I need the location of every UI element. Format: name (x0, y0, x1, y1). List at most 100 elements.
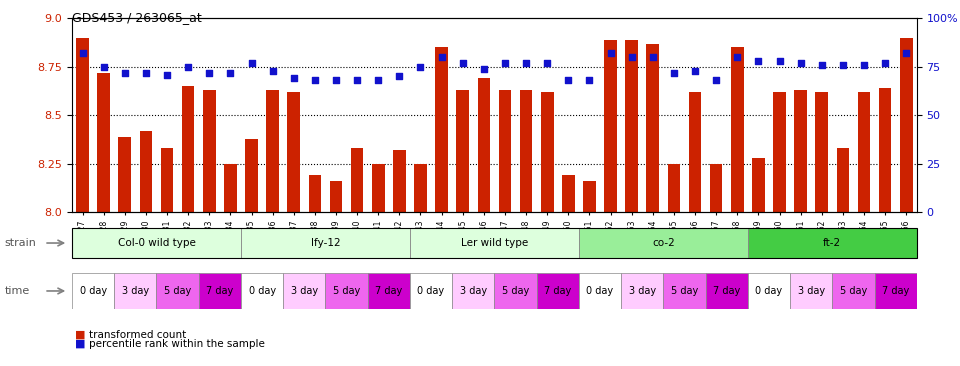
Text: 0 day: 0 day (756, 286, 782, 296)
Bar (114, 273, 156, 309)
Text: ■: ■ (75, 330, 85, 340)
Bar (688, 92, 702, 212)
Bar (224, 164, 237, 212)
Point (244, 60, 259, 66)
Bar (832, 273, 875, 309)
Bar (241, 228, 410, 258)
Bar (76, 38, 89, 212)
Point (223, 70, 238, 75)
Bar (583, 181, 596, 212)
Point (582, 78, 597, 83)
Text: 5 day: 5 day (164, 286, 191, 296)
Point (751, 58, 766, 64)
Point (138, 70, 154, 75)
Point (286, 75, 301, 81)
Bar (836, 148, 850, 212)
Point (899, 50, 914, 56)
Bar (748, 228, 917, 258)
Text: 7 day: 7 day (713, 286, 740, 296)
Bar (456, 90, 469, 212)
Point (561, 78, 576, 83)
Point (265, 68, 280, 74)
Bar (308, 175, 322, 212)
Bar (878, 88, 892, 212)
Bar (410, 228, 579, 258)
Bar (815, 92, 828, 212)
Bar (794, 90, 807, 212)
Text: 7 day: 7 day (375, 286, 402, 296)
Point (624, 54, 639, 60)
Text: 7 day: 7 day (882, 286, 909, 296)
Point (117, 70, 132, 75)
Text: 7 day: 7 day (544, 286, 571, 296)
Text: 3 day: 3 day (460, 286, 487, 296)
Text: 0 day: 0 day (418, 286, 444, 296)
Point (793, 60, 808, 66)
Text: lfy-12: lfy-12 (311, 238, 340, 248)
Point (603, 50, 618, 56)
Bar (748, 273, 790, 309)
Text: ■: ■ (75, 339, 85, 349)
Point (540, 60, 555, 66)
Bar (139, 131, 153, 212)
Bar (579, 228, 748, 258)
Point (645, 54, 660, 60)
Bar (350, 148, 364, 212)
Bar (72, 273, 114, 309)
Point (497, 60, 513, 66)
Bar (731, 48, 744, 212)
Point (708, 78, 724, 83)
Bar (646, 44, 660, 212)
Point (75, 50, 90, 56)
Point (856, 62, 872, 68)
Point (455, 60, 470, 66)
Bar (283, 273, 325, 309)
Text: 0 day: 0 day (587, 286, 613, 296)
Bar (540, 92, 554, 212)
Bar (410, 273, 452, 309)
Point (434, 54, 449, 60)
Text: transformed count: transformed count (89, 330, 186, 340)
Text: 3 day: 3 day (629, 286, 656, 296)
Point (687, 68, 703, 74)
Text: 3 day: 3 day (798, 286, 825, 296)
Bar (752, 158, 765, 212)
Text: co-2: co-2 (652, 238, 675, 248)
Bar (368, 273, 410, 309)
Bar (498, 90, 512, 212)
Bar (579, 273, 621, 309)
Bar (414, 164, 427, 212)
Text: 0 day: 0 day (249, 286, 276, 296)
Bar (287, 92, 300, 212)
Point (413, 64, 428, 70)
Text: 3 day: 3 day (122, 286, 149, 296)
Bar (452, 273, 494, 309)
Text: 5 day: 5 day (333, 286, 360, 296)
Point (349, 78, 365, 83)
Text: 5 day: 5 day (502, 286, 529, 296)
Point (392, 74, 407, 79)
Bar (329, 181, 343, 212)
Point (814, 62, 829, 68)
Bar (199, 273, 241, 309)
Text: ft-2: ft-2 (824, 238, 841, 248)
Bar (181, 86, 195, 212)
Bar (72, 228, 241, 258)
Bar (875, 273, 917, 309)
Text: 7 day: 7 day (206, 286, 233, 296)
Bar (857, 92, 871, 212)
Bar (325, 273, 368, 309)
Point (202, 70, 217, 75)
Point (476, 66, 492, 72)
Text: GDS453 / 263065_at: GDS453 / 263065_at (72, 11, 202, 24)
Bar (621, 273, 663, 309)
Point (772, 58, 787, 64)
Bar (706, 273, 748, 309)
Bar (435, 48, 448, 212)
Bar (900, 38, 913, 212)
Bar (773, 92, 786, 212)
Bar (625, 40, 638, 212)
Text: 5 day: 5 day (671, 286, 698, 296)
Text: Ler wild type: Ler wild type (461, 238, 528, 248)
Bar (241, 273, 283, 309)
